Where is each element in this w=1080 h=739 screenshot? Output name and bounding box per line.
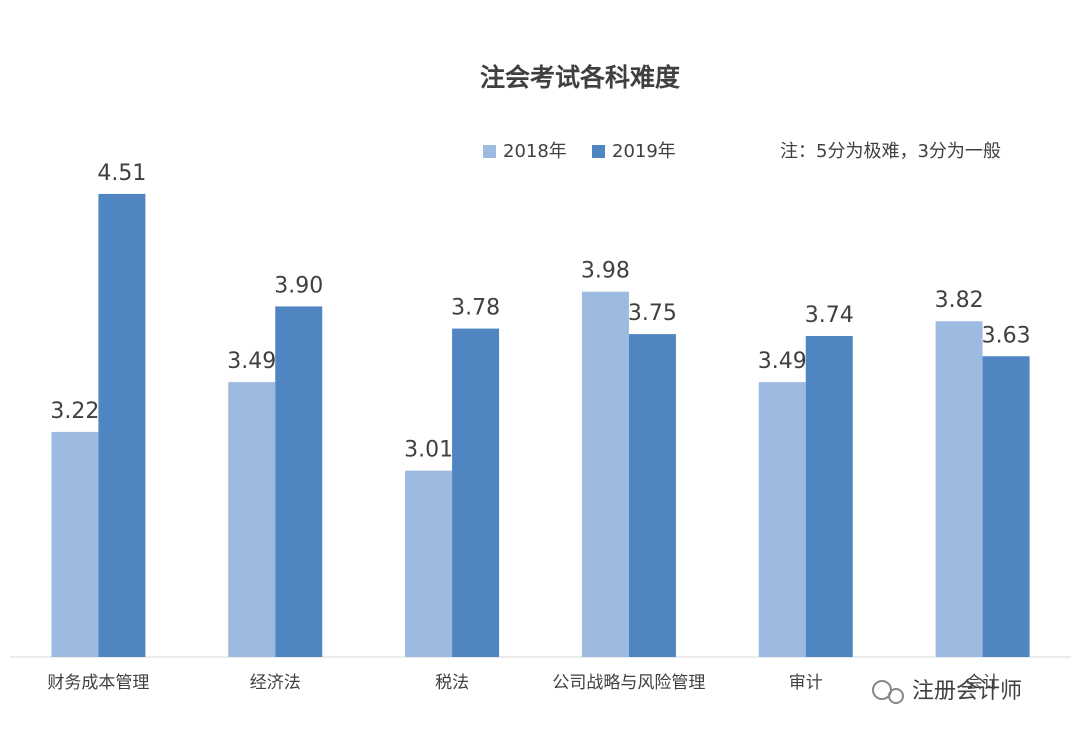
legend-swatch xyxy=(592,145,605,158)
bar xyxy=(405,470,453,657)
x-tick-label: 经济法 xyxy=(250,673,301,693)
bar xyxy=(628,334,676,657)
x-tick-label: 会计 xyxy=(966,673,1000,693)
x-tick-label: 税法 xyxy=(435,673,469,693)
legend-label: 2019年 xyxy=(612,141,676,162)
data-label: 3.63 xyxy=(982,323,1031,348)
bar xyxy=(275,306,323,657)
legend-swatch xyxy=(483,145,496,158)
data-label: 3.78 xyxy=(451,296,500,321)
data-label: 3.74 xyxy=(805,303,854,328)
bar xyxy=(228,382,276,657)
note: 注：5分为极难，3分为一般 xyxy=(780,141,1001,162)
bar xyxy=(581,291,629,657)
bar xyxy=(452,328,500,657)
bar xyxy=(758,382,806,657)
x-tick-label: 审计 xyxy=(789,673,823,693)
bar xyxy=(982,356,1030,657)
wechat-icon xyxy=(888,688,904,704)
data-label: 4.51 xyxy=(97,161,146,186)
x-tick-label: 财务成本管理 xyxy=(47,673,149,693)
bar xyxy=(51,431,99,657)
data-label: 3.98 xyxy=(581,259,630,284)
x-tick-label: 公司战略与风险管理 xyxy=(552,673,705,693)
data-label: 3.82 xyxy=(935,288,984,313)
bar xyxy=(935,321,983,657)
data-label: 3.01 xyxy=(404,438,453,463)
footer-text: 注册会计师 xyxy=(912,679,1022,704)
chart-title: 注会考试各科难度 xyxy=(480,63,680,92)
bar xyxy=(805,335,853,657)
legend-label: 2018年 xyxy=(503,141,567,162)
bar xyxy=(98,193,146,657)
data-label: 3.49 xyxy=(227,349,276,374)
footer: 注册会计师 xyxy=(872,679,1022,704)
data-label: 3.90 xyxy=(274,273,323,298)
data-label: 3.22 xyxy=(50,399,99,424)
data-label: 3.75 xyxy=(628,301,677,326)
data-label: 3.49 xyxy=(758,349,807,374)
